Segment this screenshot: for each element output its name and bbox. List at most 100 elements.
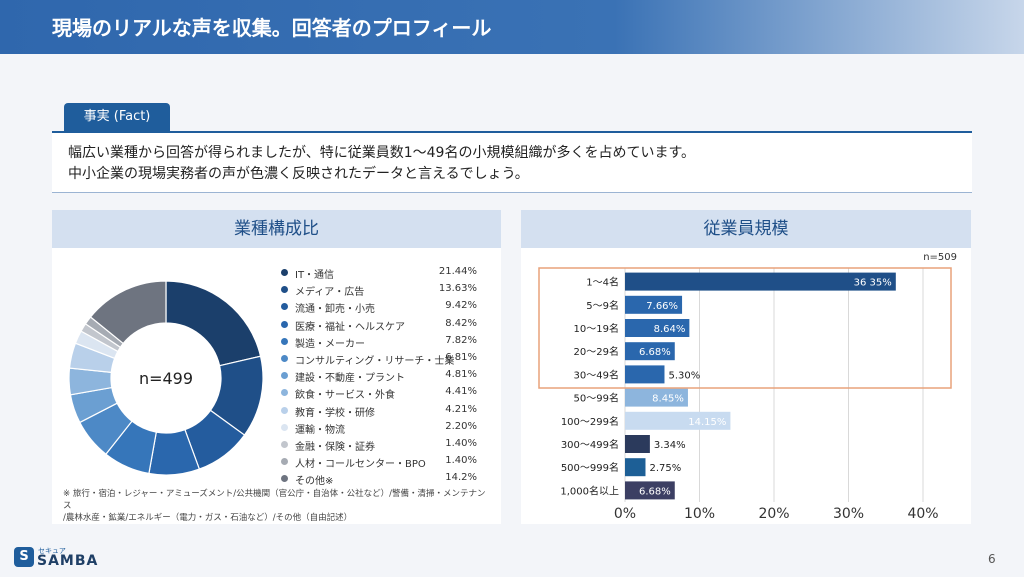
legend-value: 1.40% [445,437,477,449]
y-category-label: 10〜19名 [574,322,619,335]
legend-item: 飲食・サービス・外食 4.41% [281,385,481,402]
legend-swatch [281,354,288,362]
pie-center-label: n=499 [139,369,193,388]
bar-value-label: 5.30% [668,370,700,381]
legend-swatch [281,372,288,380]
bar [625,272,896,291]
legend-swatch [281,320,288,328]
industry-panel-title: 業種構成比 [52,210,501,248]
legend-label: IT・通信 [295,270,335,281]
page-title: 現場のリアルな声を収集。回答者のプロフィール [52,16,492,40]
industry-legend: IT・通信 21.44% メディア・広告 13.63% 流通・卸売・小売 9.42% 医療・… [281,265,481,488]
x-tick-label: 30% [833,506,864,522]
legend-value: 1.40% [445,455,477,467]
fact-line-1: 幅広い業種から回答が得られましたが、特に従業員数1〜49名の小規模組織が多くを占… [68,145,696,161]
logo-name: SAMBA [37,553,99,569]
legend-item: コンサルティング・リサーチ・士業 6.81% [281,351,481,368]
legend-item: 製造・メーカー 7.82% [281,334,481,351]
pie-slice [89,280,167,345]
logo-subtitle: セキュア [38,547,66,555]
y-category-label: 100〜299名 [561,415,619,428]
industry-note: ※ 旅行・宿泊・レジャー・アミューズメント/公共機関（官公庁・自治体・公社など）… [63,488,493,524]
page-number: 6 [988,552,996,566]
bar [625,435,650,453]
legend-value: 6.81% [445,351,477,363]
legend-swatch [281,440,288,448]
y-category-label: 5〜9名 [586,299,619,312]
legend-swatch [281,423,288,431]
y-category-label: 300〜499名 [561,438,619,451]
x-tick-label: 20% [758,506,789,522]
legend-label: 金融・保険・証券 [295,441,375,453]
bar-value-label: 8.45% [652,394,684,405]
legend-item: 教育・学校・研修 4.21% [281,403,481,420]
fact-box: 幅広い業種から回答が得られましたが、特に従業員数1〜49名の小規模組織が多くを占… [52,131,972,193]
bar-value-label: 7.66% [646,301,678,312]
legend-label: コンサルティング・リサーチ・士業 [295,355,455,367]
legend-swatch [281,406,288,414]
industry-note-line-2: /農林水産・鉱業/エネルギー（電力・ガス・石油など）/その他（自由記述） [63,513,353,523]
industry-note-line-1: ※ 旅行・宿泊・レジャー・アミューズメント/公共機関（官公庁・自治体・公社など）… [63,489,486,511]
legend-swatch [281,269,288,276]
legend-label: その他※ [295,476,334,488]
fact-line-2: 中小企業の現場実務者の声が色濃く反映されたデータと言えるでしょう。 [68,166,529,182]
bar [625,388,688,407]
legend-value: 14.2% [445,472,477,484]
company-size-panel: 従業員規模 n=509 0% 10% 20% 30% 40% 1〜4名 36 35% 5〜9名 7… [521,210,971,524]
legend-swatch [281,337,288,345]
legend-item: 流通・卸売・小売 9.42% [281,299,481,316]
legend-item: 金融・保険・証券 1.40% [281,437,481,454]
bar [625,319,690,337]
legend-swatch [281,475,288,483]
legend-item: IT・通信 21.44% [281,265,481,282]
legend-label: メディア・広告 [295,287,365,299]
legend-label: 医療・福祉・ヘルスケア [295,321,405,333]
legend-label: 教育・学校・研修 [295,407,375,419]
y-category-label: 30〜49名 [574,368,619,381]
legend-swatch [281,389,288,397]
legend-value: 8.42% [445,317,477,329]
y-category-label: 50〜99名 [574,392,619,405]
bar [625,295,683,314]
bar [625,342,675,361]
y-category-label: 1,000名以上 [560,484,619,497]
legend-swatch [281,286,288,294]
legend-value: 9.42% [445,300,477,312]
industry-pie-chart: n=499 [68,280,264,476]
legend-value: 7.82% [445,334,477,346]
bar [625,458,646,477]
slide-header: 現場のリアルな声を収集。回答者のプロフィール [0,0,1024,54]
legend-value: 4.41% [445,386,477,398]
legend-item: 建設・不動産・プラント 4.81% [281,368,481,385]
legend-value: 13.63% [438,283,477,295]
legend-value: 21.44% [438,266,477,277]
legend-label: 人材・コールセンター・BPO [295,459,426,471]
company-size-bar-chart: n=509 0% 10% 20% 30% 40% 1〜4名 36 35% 5〜9名 7.66% 10… [538,252,957,522]
company-size-panel-title: 従業員規模 [521,210,971,248]
highlight-box [538,267,952,389]
x-tick-label: 10% [684,506,715,522]
legend-label: 流通・卸売・小売 [295,304,375,316]
x-tick-label: 40% [907,506,938,522]
legend-item: メディア・広告 13.63% [281,282,481,299]
bar [625,481,675,500]
industry-panel: 業種構成比 n=499 IT・通信 21.44% メディア・広告 13.63% 流通・卸… [52,210,501,524]
y-category-label: 500〜999名 [561,461,619,474]
legend-item: 人材・コールセンター・BPO 1.40% [281,454,481,471]
bar-value-label: 36 35% [854,278,892,289]
legend-swatch [281,458,288,466]
bar-value-label: 14.15% [688,417,726,428]
legend-item: その他※ 14.2% [281,471,481,488]
bar-value-label: 8.64% [654,324,686,335]
bar [625,411,731,430]
bar-value-label: 6.68% [639,486,671,497]
bar-value-label: 3.34% [654,440,686,451]
legend-label: 製造・メーカー [295,338,365,350]
y-category-label: 1〜4名 [586,276,619,289]
bar-n-label: n=509 [923,252,957,263]
x-tick-label: 0% [614,506,636,522]
y-category-label: 20〜29名 [574,345,619,358]
legend-item: 運輸・物流 2.20% [281,420,481,437]
bar [625,365,665,384]
bar-value-label: 2.75% [649,463,681,474]
